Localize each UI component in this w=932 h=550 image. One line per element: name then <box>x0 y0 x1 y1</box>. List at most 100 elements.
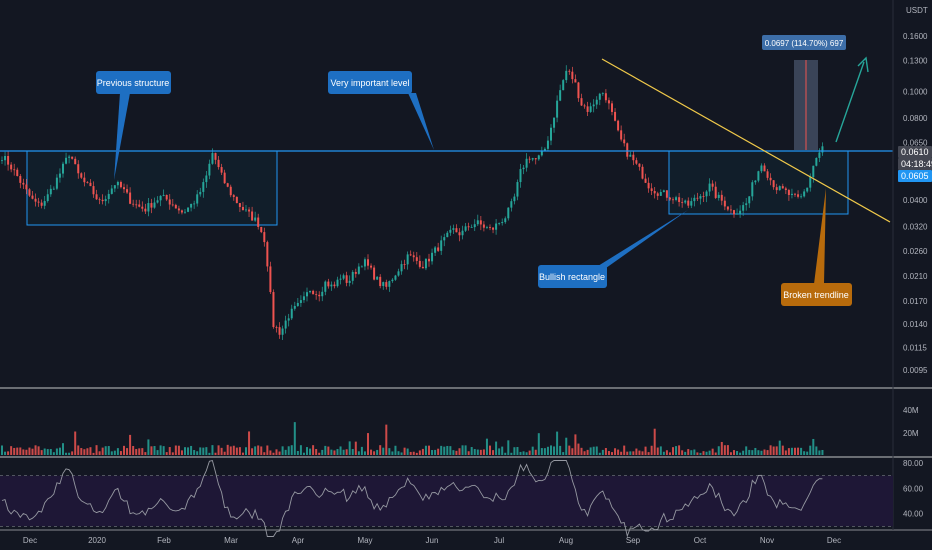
volume-bar <box>116 448 119 455</box>
candle-body <box>287 318 290 321</box>
volume-bar <box>620 451 623 455</box>
candle-body <box>696 197 699 199</box>
volume-bar <box>232 445 235 455</box>
candle-body <box>559 90 562 101</box>
candle-body <box>220 167 223 173</box>
candle-body <box>168 199 171 205</box>
candle-body <box>254 217 257 221</box>
rsi-pane <box>0 459 893 538</box>
candle-body <box>196 194 199 204</box>
volume-bar <box>251 448 254 455</box>
candle-body <box>345 275 348 283</box>
candle-body <box>431 252 434 262</box>
volume-bar <box>699 452 702 455</box>
candle-body <box>397 271 400 276</box>
candle-body <box>815 157 818 166</box>
candle-body <box>769 177 772 181</box>
volume-bar <box>184 447 186 455</box>
candle-body <box>415 257 418 261</box>
callout-very-important-level[interactable]: Very important level <box>328 71 434 150</box>
volume-bar <box>659 446 662 455</box>
candle-body <box>153 202 156 208</box>
volume-bar <box>177 445 180 455</box>
candle-body <box>806 187 809 192</box>
candle-body <box>25 184 28 190</box>
volume-bar <box>720 441 723 455</box>
candle-body <box>479 220 482 225</box>
candle-body <box>690 201 693 206</box>
volume-bar <box>714 452 717 455</box>
volume-bar <box>665 450 668 455</box>
volume-bar <box>687 449 690 455</box>
candle-body <box>611 103 613 112</box>
projection-arrow <box>835 61 865 143</box>
callout-previous-structure[interactable]: Previous structure <box>96 71 171 180</box>
volume-bar <box>586 449 589 455</box>
candle-body <box>473 224 476 228</box>
candle-body <box>4 156 7 161</box>
volume-bar <box>821 449 824 455</box>
candle-body <box>263 232 266 243</box>
price-tick-label: 0.1000 <box>903 88 928 97</box>
volume-bar <box>65 452 68 455</box>
volume-bar <box>77 445 80 455</box>
volume-bar <box>424 445 427 455</box>
volume-bar <box>318 452 321 455</box>
volume-bar <box>55 448 58 455</box>
candle-body <box>281 328 284 335</box>
price-tick-label: 0.0170 <box>903 297 928 306</box>
price-axis[interactable]: 0.16000.13000.10000.08000.06500.05300.04… <box>903 32 928 375</box>
candle-body <box>556 100 559 118</box>
volume-bar <box>522 451 525 455</box>
candle-body <box>626 143 629 157</box>
candle-body <box>43 201 46 206</box>
volume-bar <box>379 445 382 455</box>
volume-bar <box>49 449 52 455</box>
time-tick-label: 2020 <box>88 536 106 545</box>
candle-body <box>617 120 620 131</box>
candle-body <box>184 211 186 213</box>
volume-bar <box>306 447 308 455</box>
volume-bar <box>543 448 546 455</box>
candle-body <box>119 181 122 188</box>
candle-body <box>116 181 119 186</box>
volume-bar <box>440 445 443 455</box>
volume-bar <box>275 449 278 455</box>
price-tick-label: 0.0320 <box>903 222 928 231</box>
volume-bar <box>443 446 446 455</box>
volume-bar <box>4 451 7 455</box>
candle-body <box>540 150 543 156</box>
candle-body <box>574 79 577 83</box>
volume-bar <box>705 451 708 455</box>
volume-bar <box>370 449 373 455</box>
candle-body <box>68 156 71 158</box>
candle-body <box>482 224 485 228</box>
candle-body <box>379 276 382 287</box>
callout-bullish-rectangle[interactable]: Bullish rectangle <box>538 210 688 288</box>
volume-bar <box>101 447 104 455</box>
candle-body <box>418 260 421 267</box>
volume-bar <box>132 445 135 455</box>
volume-bar <box>217 445 220 455</box>
volume-bar <box>574 434 577 455</box>
measure-label[interactable]: 0.0697 (114.70%) 697 <box>762 35 846 50</box>
price-tick-label: 0.0800 <box>903 114 928 123</box>
candle-body <box>507 207 510 219</box>
volume-bar <box>168 447 171 455</box>
candle-body <box>193 203 196 205</box>
candle-body <box>385 282 388 287</box>
volume-bar <box>211 445 214 455</box>
candle-body <box>80 173 83 178</box>
volume-bar <box>623 445 626 455</box>
current-price-tag: 0.0605 <box>898 170 932 182</box>
candle-body <box>641 166 644 179</box>
time-tick-label: Nov <box>760 536 774 545</box>
candle-body <box>339 278 342 280</box>
volume-bar <box>272 452 275 455</box>
volume-bar <box>373 451 376 455</box>
callout-broken-trendline[interactable]: Broken trendline <box>781 188 852 306</box>
price-tick-label: 0.0400 <box>903 196 928 205</box>
volume-bar <box>672 447 674 455</box>
candle-body <box>513 196 516 202</box>
